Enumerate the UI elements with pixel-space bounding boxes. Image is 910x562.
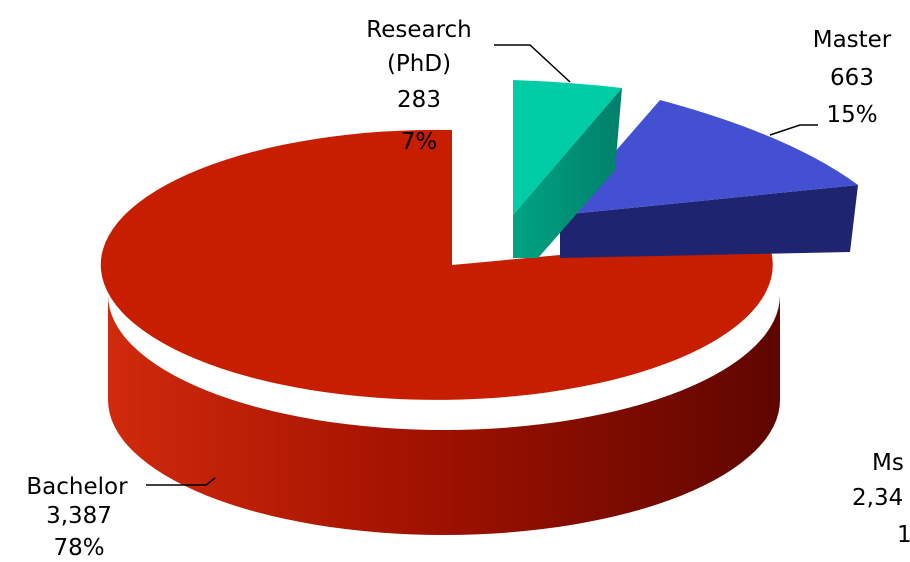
slice-bachelor-top	[100, 129, 773, 400]
label-research-line2: (PhD)	[387, 51, 451, 77]
label-research-percent: 7%	[401, 129, 438, 155]
slice-bachelor	[100, 129, 780, 535]
label-research-value: 283	[397, 87, 441, 113]
slice-master-top	[560, 100, 858, 215]
slice-master-side	[560, 185, 858, 258]
leader-line-bachelor	[146, 477, 216, 486]
leader-line-research	[494, 44, 571, 83]
slice-master	[560, 100, 858, 258]
slice-research	[513, 80, 622, 258]
label-bachelor: Bachelor 3,387 78%	[26, 474, 128, 561]
label-cutoff: Ms 2,34 1	[852, 450, 910, 548]
label-cutoff-line2: 2,34	[852, 485, 903, 511]
label-bachelor-percent: 78%	[53, 535, 104, 561]
slice-research-top	[513, 80, 622, 215]
label-master-value: 663	[830, 65, 874, 91]
slice-research-side	[513, 88, 622, 258]
label-bachelor-name: Bachelor	[26, 474, 128, 500]
label-bachelor-value: 3,387	[46, 503, 112, 529]
label-master-name: Master	[813, 27, 892, 53]
label-master: Master 663 15%	[813, 27, 892, 128]
label-master-percent: 15%	[826, 102, 877, 128]
label-research: Research (PhD) 283 7%	[366, 17, 472, 155]
label-research-line1: Research	[366, 17, 472, 43]
leader-line-master	[769, 124, 818, 136]
label-cutoff-line1: Ms	[872, 450, 904, 476]
label-cutoff-line3: 1	[897, 522, 910, 548]
slice-bachelor-side	[108, 295, 780, 535]
